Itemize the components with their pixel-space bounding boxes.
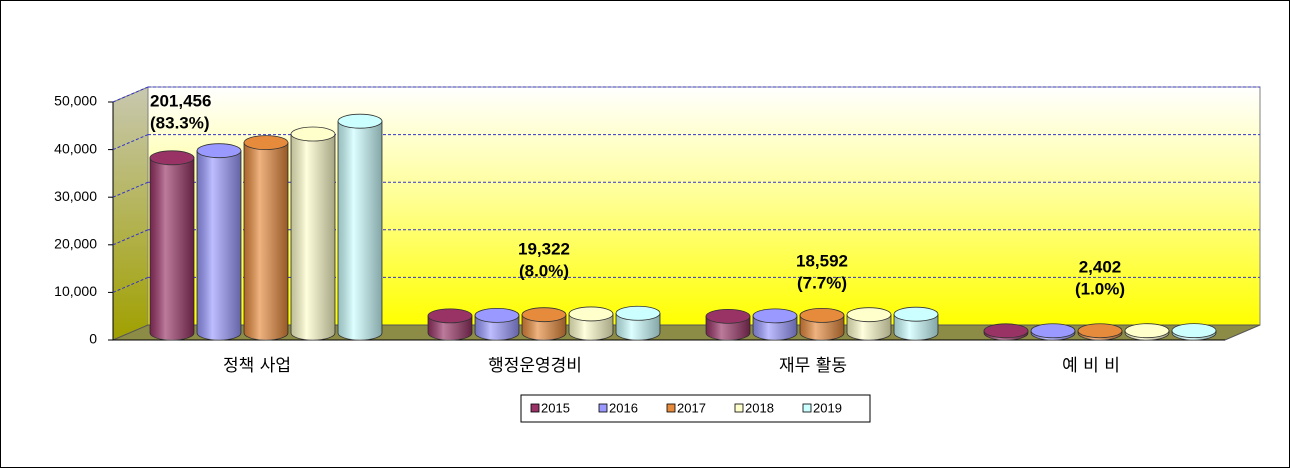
legend-swatch xyxy=(802,403,812,413)
x-tick-label: 재무 활동 xyxy=(779,356,847,376)
bar-cap xyxy=(1171,323,1217,339)
legend-swatch xyxy=(530,403,540,413)
bar-cap xyxy=(568,306,614,322)
bar-cap xyxy=(521,307,567,323)
y-tick-label: 20,000 xyxy=(54,236,97,252)
annotation: 19,322 xyxy=(518,239,570,258)
bar-cap xyxy=(1124,323,1170,339)
y-tick-label: 40,000 xyxy=(54,140,97,156)
bar-cap xyxy=(893,306,939,322)
grid-line xyxy=(112,181,149,198)
legend-box xyxy=(520,394,871,423)
legend-swatch xyxy=(666,403,676,413)
y-tick-label: 50,000 xyxy=(54,93,97,109)
y-tick-label: 10,000 xyxy=(54,283,97,299)
bar-cap xyxy=(290,126,336,142)
annotation: (8.0%) xyxy=(519,261,569,280)
y-tick-label: 30,000 xyxy=(54,188,97,204)
legend-swatch xyxy=(734,403,744,413)
legend-label: 2019 xyxy=(813,400,842,415)
legend-swatch xyxy=(598,403,608,413)
bar-cap xyxy=(1030,323,1076,339)
grid-line xyxy=(112,134,149,151)
bar-cap xyxy=(846,307,892,323)
legend-label: 2016 xyxy=(609,400,638,415)
bar-shade xyxy=(291,134,335,340)
bar-cap xyxy=(243,135,289,151)
grid-line xyxy=(112,276,149,293)
annotation: 18,592 xyxy=(796,251,848,270)
annotation: 201,456 xyxy=(150,91,211,110)
bar-cap xyxy=(705,308,751,324)
grid-line xyxy=(112,86,149,103)
bar-cap xyxy=(752,308,798,324)
annotation: 2,402 xyxy=(1079,257,1122,276)
bar-cap xyxy=(196,143,242,159)
legend-label: 2018 xyxy=(745,400,774,415)
bar-shade xyxy=(244,142,288,340)
bar-shade xyxy=(569,313,613,340)
bar-cap xyxy=(474,307,520,323)
bar-cap xyxy=(149,150,195,166)
bar-shade xyxy=(150,157,194,340)
side-wall xyxy=(112,86,149,341)
legend-label: 2015 xyxy=(541,400,570,415)
bar-cap xyxy=(337,113,383,129)
annotation: (1.0%) xyxy=(1075,279,1125,298)
annotation: (7.7%) xyxy=(797,273,847,292)
bar-shade xyxy=(338,121,382,340)
bar-cap xyxy=(1077,323,1123,339)
bar-shade xyxy=(197,150,241,340)
bar-cap xyxy=(799,307,845,323)
bar-shade xyxy=(616,313,660,340)
legend-label: 2017 xyxy=(677,400,706,415)
x-tick-label: 행정운영경비 xyxy=(488,356,582,376)
grid-line xyxy=(112,229,149,246)
bar-cap xyxy=(427,308,473,324)
x-tick-label: 예 비 비 xyxy=(1062,356,1120,376)
x-tick-label: 정책 사업 xyxy=(223,356,291,376)
y-tick-label: 0 xyxy=(89,331,97,347)
bar-cap xyxy=(615,305,661,321)
annotation: (83.3%) xyxy=(150,113,210,132)
bar-cap xyxy=(983,323,1029,339)
